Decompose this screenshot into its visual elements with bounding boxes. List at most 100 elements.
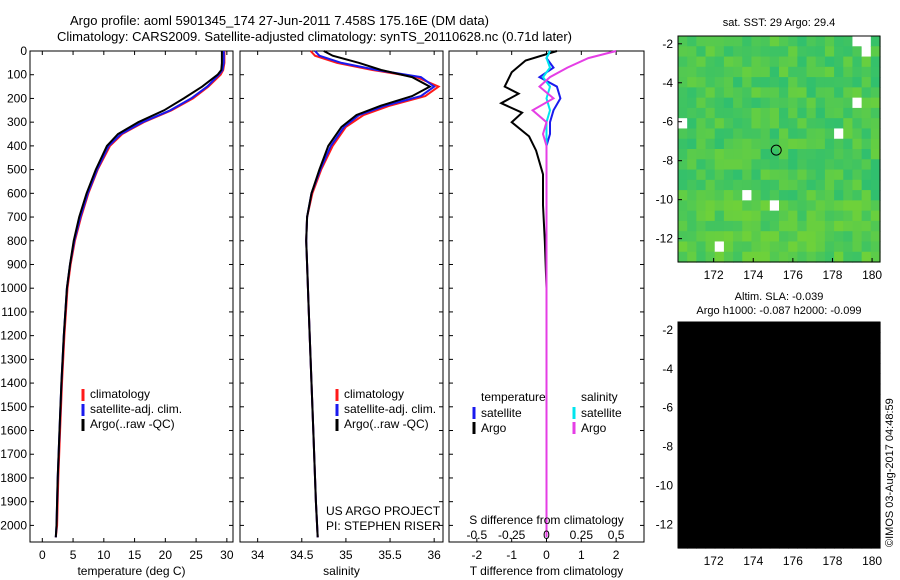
map-cell-sst <box>705 251 716 263</box>
y-tick-label: 400 <box>7 139 27 153</box>
map-cell-sla <box>852 373 863 385</box>
map-cell-sst <box>815 220 826 232</box>
map-cell-sst <box>742 179 753 191</box>
map-cell-sla <box>678 486 688 498</box>
map-cell-sla <box>714 496 725 508</box>
map-cell-sla <box>806 506 817 518</box>
map-cell-sst <box>687 128 697 140</box>
map-cell-sst <box>742 46 753 58</box>
map-cell-sst <box>705 46 716 58</box>
map-cell-sla <box>824 465 835 477</box>
map-cell-sla <box>714 465 725 477</box>
map-cell-sst <box>769 77 780 88</box>
map-cell-sst <box>696 138 707 150</box>
map-cell-sla <box>843 322 854 333</box>
map-cell-sst <box>797 87 808 99</box>
map-cell-sst <box>742 231 753 243</box>
map-cell-sla <box>852 537 863 549</box>
legend-label: Argo <box>581 421 607 435</box>
map-y-tick-label: -12 <box>656 518 674 532</box>
map-cell-sla <box>696 322 707 333</box>
map-cell-sla <box>723 527 734 539</box>
map-cell-sst <box>779 179 789 191</box>
map-cell-sla <box>852 445 863 457</box>
map-cell-sla <box>788 465 798 477</box>
map-cell-sla <box>834 517 844 529</box>
map-cell-sst <box>760 128 771 140</box>
map-cell-sst <box>788 190 798 201</box>
map-cell-sla <box>852 332 863 344</box>
map-cell-sla <box>687 527 697 539</box>
map-cell-sla <box>797 445 808 457</box>
map-cell-sla <box>733 352 743 364</box>
map-cell-sst <box>779 97 789 109</box>
map-cell-sst <box>843 56 854 68</box>
map-cell-sla <box>788 342 798 354</box>
map-cell-sla <box>834 476 844 487</box>
map-cell-sla <box>779 393 789 405</box>
map-cell-sla <box>769 445 780 457</box>
map-cell-sla <box>806 404 817 416</box>
map-cell-sla <box>742 414 753 426</box>
map-cell-sla <box>797 363 808 374</box>
map-cell-sst <box>760 200 771 212</box>
map-y-tick-label: -12 <box>656 232 674 246</box>
map-cell-sst <box>714 87 725 99</box>
map-cell-sla <box>815 322 826 333</box>
map-cell-sla <box>852 455 863 467</box>
map-cell-sla <box>824 363 835 374</box>
map-cell-sst <box>687 118 697 130</box>
map-cell-sst <box>806 241 817 253</box>
map-cell-sst <box>843 169 854 181</box>
map-cell-sst <box>806 210 817 222</box>
map-cell-sla <box>852 363 863 374</box>
map-cell-sst <box>797 149 808 160</box>
map-cell-sla <box>769 383 780 395</box>
map-cell-sla <box>788 455 798 467</box>
map-cell-sst <box>797 138 808 150</box>
map-cell-sla <box>779 506 789 518</box>
map-cell-sst <box>843 179 854 191</box>
map-cell-sst <box>705 107 716 119</box>
map-cell-sla <box>788 373 798 385</box>
map-cell-sst <box>678 138 688 150</box>
map-cell-sst <box>861 97 872 109</box>
map-cell-sst <box>815 169 826 181</box>
map-cell-sst <box>733 231 743 243</box>
map-cell-sla <box>678 373 688 385</box>
map-cell-sst <box>870 220 881 232</box>
map-cell-sst <box>733 169 743 181</box>
y-tick-label: 900 <box>7 257 27 271</box>
map-cell-sst <box>769 200 780 212</box>
map-cell-sla <box>705 342 716 354</box>
map-cell-sla <box>742 404 753 416</box>
map-cell-sst <box>714 210 725 222</box>
map-cell-sla <box>788 506 798 518</box>
map-cell-sla <box>769 486 780 498</box>
map-cell-sla <box>742 486 753 498</box>
map-cell-sla <box>797 517 808 529</box>
map-cell-sla <box>824 435 835 446</box>
map-x-tick-label: 180 <box>862 554 882 568</box>
map-cell-sla <box>870 393 881 405</box>
map-cell-sst <box>751 159 762 171</box>
map-cell-sla <box>815 393 826 405</box>
map-cell-sla <box>678 404 688 416</box>
map-cell-sla <box>834 424 844 436</box>
map-cell-sla <box>687 455 697 467</box>
map-cell-sla <box>843 424 854 436</box>
map-cell-sst <box>834 66 844 78</box>
map-cell-sst <box>861 241 872 253</box>
map-cell-sst <box>723 220 734 232</box>
map-cell-sst <box>723 241 734 253</box>
map-cell-sla <box>687 383 697 395</box>
map-cell-sst <box>714 56 725 68</box>
map-cell-sst <box>687 77 697 88</box>
map-cell-sst <box>696 46 707 58</box>
map-cell-sst <box>742 149 753 160</box>
map-cell-sst <box>815 118 826 130</box>
map-cell-sla <box>806 414 817 426</box>
map-cell-sst <box>843 220 854 232</box>
map-cell-sla <box>788 517 798 529</box>
map-cell-sst <box>696 159 707 171</box>
